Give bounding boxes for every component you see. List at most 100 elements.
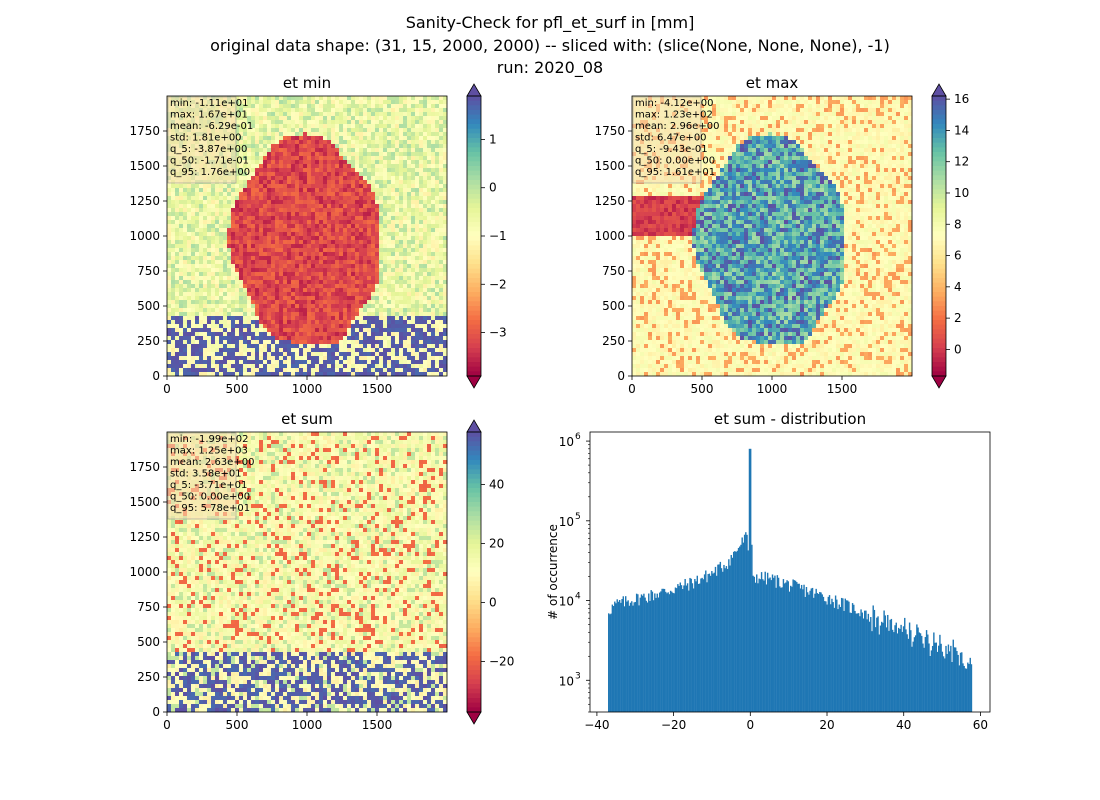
colorbar-tick-label: 16 bbox=[954, 92, 969, 106]
histogram-bar bbox=[849, 613, 850, 712]
histogram-bar bbox=[953, 640, 954, 712]
colorbar-extend-max bbox=[467, 84, 481, 96]
histogram-bar bbox=[913, 642, 914, 712]
histogram-bar bbox=[926, 630, 927, 712]
histogram-bar bbox=[824, 601, 825, 712]
y-tick-label: 1250 bbox=[594, 194, 625, 208]
histogram-bar bbox=[807, 592, 808, 712]
histogram-bar bbox=[704, 574, 705, 712]
x-tick-label: 1000 bbox=[292, 382, 323, 396]
y-tick-label: 0 bbox=[152, 705, 160, 719]
y-tick-label: 10 bbox=[559, 674, 574, 688]
colorbar-extend-max bbox=[467, 420, 481, 432]
histogram-bar bbox=[841, 598, 842, 712]
x-tick-label: 500 bbox=[226, 382, 249, 396]
colorbar-extend-max bbox=[932, 84, 946, 96]
histogram-bar bbox=[948, 645, 949, 712]
histogram-bar bbox=[928, 643, 929, 712]
stats-line: q_50: 0.00e+00 bbox=[170, 492, 250, 503]
stats-line: min: -1.11e+01 bbox=[170, 98, 249, 109]
histogram-bar bbox=[655, 598, 656, 712]
histogram-bar bbox=[634, 602, 635, 712]
histogram-bar bbox=[847, 600, 848, 712]
histogram-bar bbox=[640, 598, 641, 712]
y-tick-label: 10 bbox=[559, 595, 574, 609]
histogram-bar bbox=[794, 580, 795, 712]
histogram-bar bbox=[681, 585, 682, 712]
histogram-bar bbox=[663, 589, 664, 712]
histogram-bar bbox=[792, 579, 793, 712]
histogram-bar bbox=[723, 565, 724, 712]
y-tick-label: 1000 bbox=[594, 229, 625, 243]
histogram-bar bbox=[900, 625, 901, 712]
histogram-bar bbox=[811, 588, 812, 712]
histogram-bar bbox=[765, 572, 766, 712]
stats-line: mean: 2.96e+00 bbox=[635, 121, 719, 132]
histogram-bar bbox=[819, 592, 820, 712]
histogram-bar bbox=[879, 634, 880, 712]
histogram-bar bbox=[806, 587, 807, 712]
x-tick-label: 0 bbox=[163, 718, 171, 732]
colorbar-tick-label: 14 bbox=[954, 123, 969, 137]
x-tick-label: 500 bbox=[226, 718, 249, 732]
histogram-bar bbox=[751, 545, 752, 712]
histogram-bar bbox=[854, 611, 855, 712]
x-tick-label: 1000 bbox=[757, 382, 788, 396]
histogram-bar bbox=[934, 643, 935, 712]
colorbar-tick-label: −1 bbox=[489, 229, 507, 243]
histogram-bar bbox=[886, 627, 887, 712]
histogram-bar bbox=[785, 583, 786, 712]
colorbar-extend-min bbox=[467, 376, 481, 388]
x-tick-label: 1000 bbox=[292, 718, 323, 732]
histogram-bars bbox=[608, 449, 972, 712]
x-tick-label: 0 bbox=[628, 382, 636, 396]
histogram-bar bbox=[609, 614, 610, 712]
histogram-bar bbox=[889, 620, 890, 712]
histogram-bar bbox=[657, 594, 658, 712]
stats-line: std: 3.58e+01 bbox=[170, 469, 242, 480]
histogram-bar bbox=[733, 552, 734, 712]
stats-line: q_50: 0.00e+00 bbox=[635, 156, 715, 167]
histogram-bar bbox=[720, 562, 721, 712]
histogram-bar bbox=[699, 584, 700, 712]
colorbar-tick-label: 40 bbox=[489, 478, 504, 492]
histogram-bar bbox=[876, 618, 877, 712]
histogram-bar bbox=[852, 603, 853, 712]
histogram-bar bbox=[942, 652, 943, 712]
histogram-bar bbox=[644, 598, 645, 712]
stats-line: max: 1.23e+02 bbox=[635, 110, 713, 121]
histogram-bar bbox=[780, 588, 781, 712]
histogram-bar bbox=[752, 576, 753, 712]
colorbar-tick-label: 0 bbox=[489, 596, 497, 610]
histogram-bar bbox=[864, 611, 865, 712]
histogram-bar bbox=[750, 449, 751, 712]
histogram-bar bbox=[950, 646, 951, 712]
histogram-bar bbox=[870, 617, 871, 712]
histogram-bar bbox=[732, 558, 733, 712]
histogram-bar bbox=[637, 594, 638, 712]
histogram-bar bbox=[874, 610, 875, 712]
histogram-bar bbox=[650, 590, 651, 712]
histogram-bar bbox=[608, 613, 609, 712]
histogram-bar bbox=[786, 580, 787, 712]
x-tick-label: 1500 bbox=[827, 382, 858, 396]
x-tick-label: 500 bbox=[691, 382, 714, 396]
histogram-bar bbox=[666, 593, 667, 712]
y-tick-label: 1250 bbox=[129, 194, 160, 208]
histogram-bar bbox=[832, 602, 833, 712]
histogram-bar bbox=[801, 585, 802, 712]
histogram-bar bbox=[632, 606, 633, 712]
panel-title: et sum - distribution bbox=[714, 410, 866, 428]
stats-line: q_95: 1.76e+00 bbox=[170, 167, 250, 178]
y-tick-label: 10 bbox=[559, 435, 574, 449]
histogram-bar bbox=[837, 609, 838, 712]
histogram-bar bbox=[904, 618, 905, 712]
histogram-bar bbox=[684, 579, 685, 712]
y-tick-label: 750 bbox=[137, 264, 160, 278]
histogram-bar bbox=[967, 663, 968, 712]
histogram-bar bbox=[689, 578, 690, 712]
histogram-bar bbox=[763, 581, 764, 712]
